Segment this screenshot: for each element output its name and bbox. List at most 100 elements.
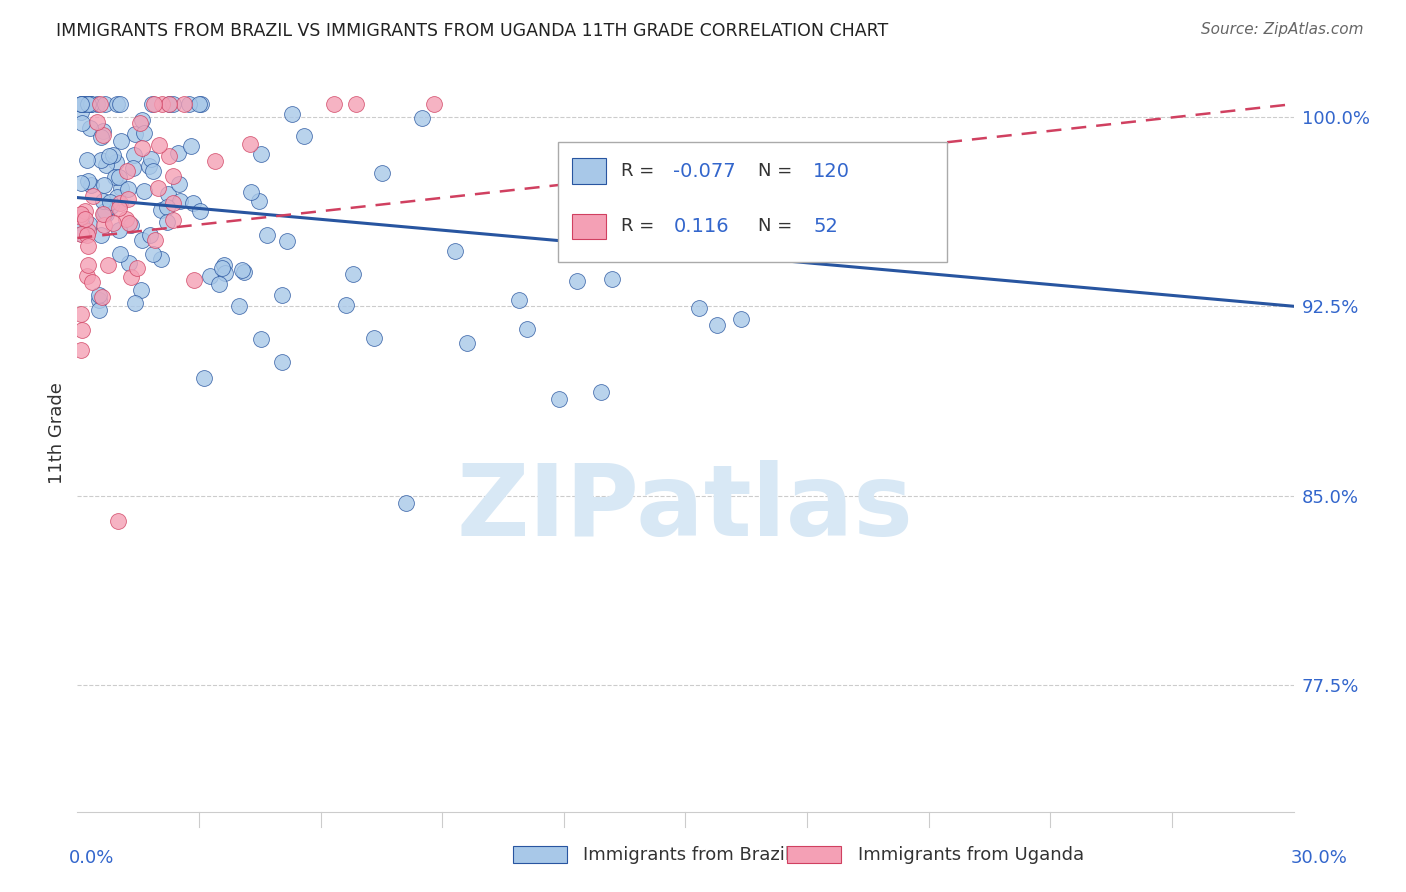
Point [240,186,263,200]
Point [131,113,153,128]
Point [602,271,624,285]
Point [142,164,165,178]
Point [108,196,131,211]
Point [77,174,100,188]
Point [188,97,211,112]
Point [93,218,115,232]
Point [115,164,138,178]
Point [96,157,118,171]
Text: 120: 120 [813,161,851,180]
Point [411,111,433,125]
Point [228,299,250,313]
Point [70,105,93,120]
Point [208,277,231,292]
Point [86,115,108,129]
Point [281,107,304,121]
Point [232,264,254,278]
Point [134,184,156,198]
Point [247,194,270,208]
Point [271,355,294,369]
Point [79,218,101,232]
Point [70,97,93,112]
Point [204,153,226,168]
Point [335,298,357,312]
Point [148,138,170,153]
Point [90,153,112,167]
Point [162,213,184,227]
Text: N =: N = [758,218,799,235]
Point [91,194,114,208]
Point [91,124,114,138]
Point [105,155,128,169]
Point [76,153,98,168]
Point [166,146,188,161]
Point [139,153,162,167]
Point [76,227,98,242]
Point [250,332,273,346]
Point [70,227,93,242]
Point [395,496,418,510]
Point [323,97,346,112]
Point [129,283,152,297]
Point [231,262,253,277]
Point [91,128,114,142]
Point [143,233,166,247]
Point [516,322,538,336]
Point [73,97,96,112]
Point [107,514,129,528]
Point [124,296,146,310]
Text: Immigrants from Brazil: Immigrants from Brazil [583,846,790,863]
Text: 0.0%: 0.0% [69,849,114,867]
Point [72,116,94,130]
Text: N =: N = [758,162,799,180]
Point [82,188,104,202]
Point [108,246,131,260]
Text: 52: 52 [813,217,838,235]
Point [134,126,156,140]
Point [193,370,215,384]
Point [117,182,139,196]
Point [94,204,117,219]
Point [157,149,180,163]
Point [143,97,166,112]
Point [122,148,145,162]
Point [156,187,179,202]
Point [181,196,204,211]
Point [108,222,131,236]
Point [250,147,273,161]
Point [77,97,100,112]
Point [211,261,233,276]
Point [80,178,103,192]
Point [730,311,752,326]
Point [70,323,93,337]
Point [90,130,112,145]
Point [188,204,211,219]
Point [90,227,112,242]
Point [125,260,148,275]
Point [162,169,184,184]
Point [167,177,190,191]
Point [104,169,127,184]
Point [138,159,160,173]
Point [79,97,101,112]
Point [80,97,103,112]
Point [70,176,93,190]
Text: ZIPatlas: ZIPatlas [457,460,914,557]
Point [110,97,132,112]
Point [138,227,160,242]
Point [75,97,97,112]
Text: Source: ZipAtlas.com: Source: ZipAtlas.com [1201,22,1364,37]
Point [183,273,205,287]
Point [190,97,212,112]
Point [342,267,364,281]
Point [162,97,184,112]
Point [131,234,153,248]
Point [70,207,93,221]
Point [105,190,128,204]
Point [344,97,367,112]
Point [110,135,132,149]
Point [91,290,114,304]
Point [94,207,117,221]
Point [101,148,124,162]
Point [70,97,93,112]
